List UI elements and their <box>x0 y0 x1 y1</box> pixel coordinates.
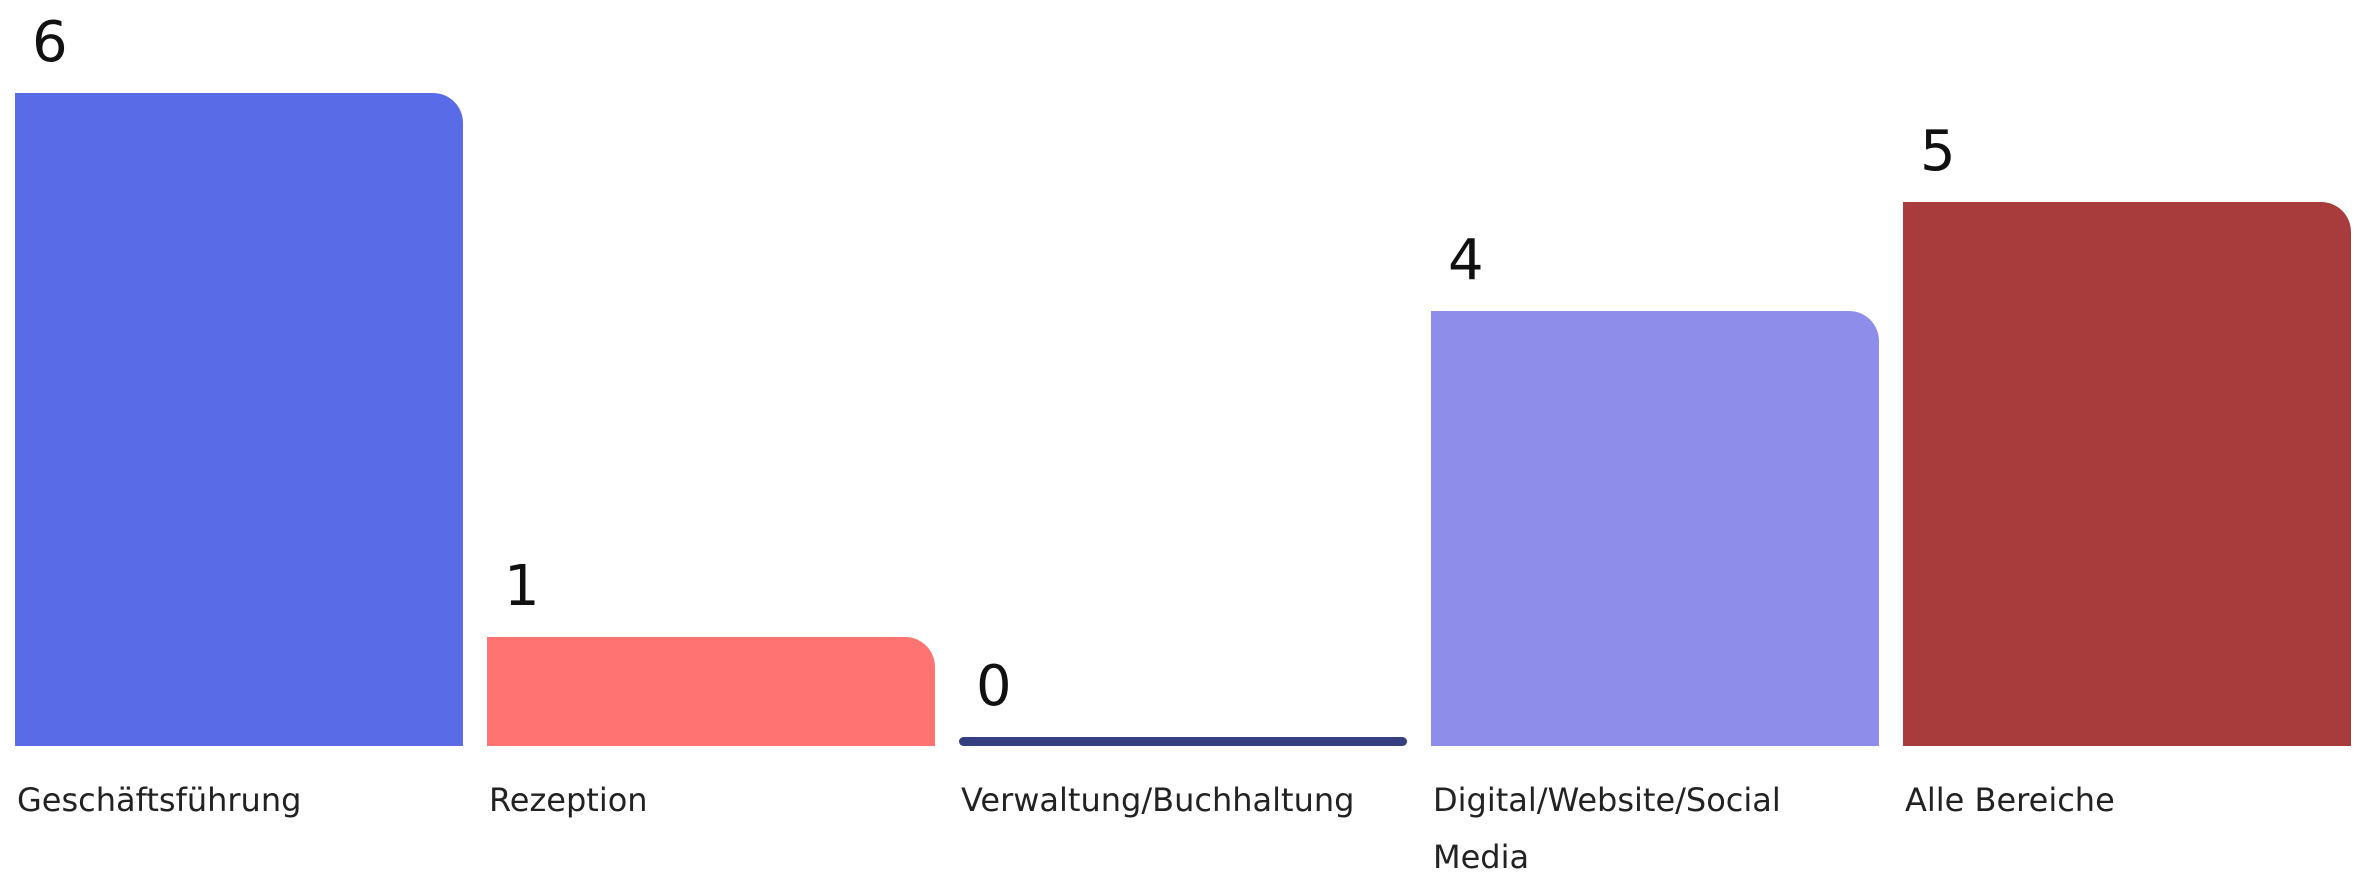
category-label: Digital/Website/Social Media <box>1433 781 1781 876</box>
bar <box>15 93 463 746</box>
value-label: 1 <box>504 554 540 620</box>
value-label: 5 <box>1920 118 1956 184</box>
category-label: Geschäftsführung <box>17 781 302 819</box>
bar <box>1431 310 1879 746</box>
bar <box>959 737 1407 746</box>
value-label: 0 <box>976 654 1012 719</box>
category-label: Verwaltung/Buchhaltung <box>961 781 1355 819</box>
bar <box>487 637 935 746</box>
value-label: 4 <box>1448 227 1484 293</box>
category-label: Alle Bereiche <box>1905 781 2115 819</box>
category-label: Rezeption <box>489 781 648 819</box>
bar <box>1903 201 2351 746</box>
value-label: 6 <box>32 10 68 75</box>
